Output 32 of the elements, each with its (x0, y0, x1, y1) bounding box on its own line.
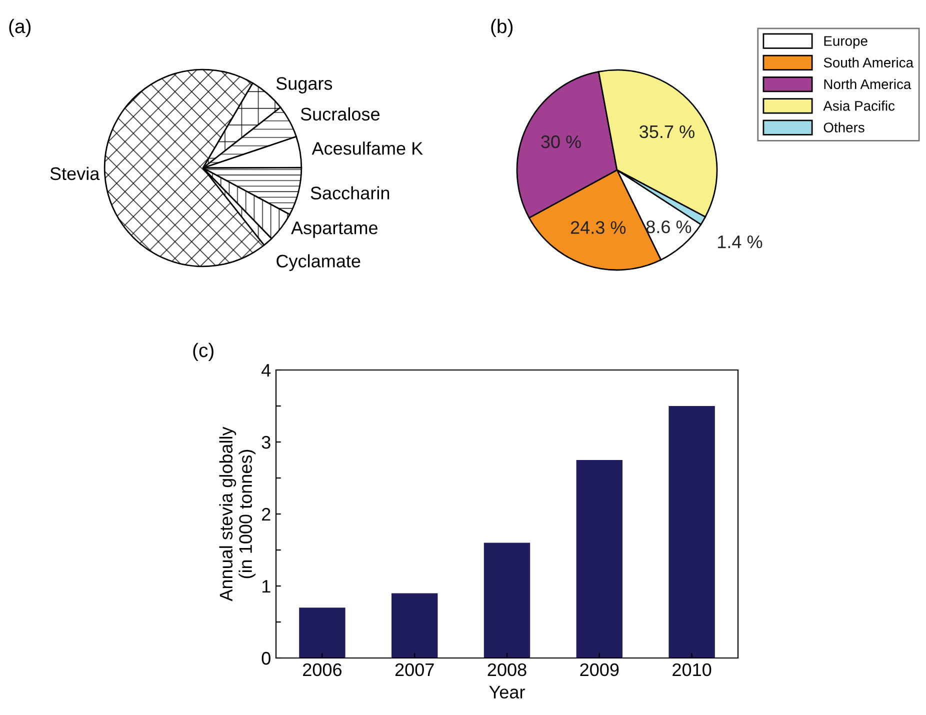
data-label: 8.6 % (646, 220, 692, 234)
legend-label: South America (824, 57, 914, 68)
x-tick-label: 2010 (672, 663, 712, 676)
data-label: 30 % (541, 135, 581, 148)
legend-label: Asia Pacific (823, 100, 895, 111)
data-label: 35.7 % (640, 125, 694, 138)
chart-title: (a) (9, 18, 31, 38)
chart-title: (b) (491, 18, 513, 38)
data-label: 24.3 % (570, 221, 626, 234)
y-tick-label: 0 (262, 652, 270, 665)
chart-title: (c) (193, 342, 214, 362)
y-axis-title: Annual stevia globally (in 1000 tonnes) (219, 426, 256, 602)
slice-label: Cyclamate (276, 254, 360, 272)
y-tick-label: 3 (262, 436, 270, 449)
x-tick-label: 2009 (580, 663, 619, 676)
slice-label: Acesulfame K (312, 142, 423, 155)
slice-label: Sugars (276, 77, 332, 94)
slice-label: Stevia (50, 166, 100, 180)
data-label: 1.4 % (718, 236, 762, 248)
y-tick-label: 4 (262, 364, 271, 377)
x-tick-label: 2007 (395, 663, 434, 676)
x-tick-label: 2006 (303, 663, 342, 676)
x-tick-label: 2008 (488, 663, 526, 676)
slice-label: Sucralose (300, 107, 380, 121)
legend-label: Others (824, 122, 864, 132)
y-tick-label: 2 (262, 508, 270, 521)
legend-label: Europe (824, 36, 868, 49)
slice-label: Aspartame (291, 222, 378, 238)
slice-label: Saccharin (310, 186, 390, 200)
y-tick-label: 1 (262, 580, 270, 593)
legend-label: North America (824, 78, 912, 90)
x-axis-title: Year (489, 686, 525, 699)
